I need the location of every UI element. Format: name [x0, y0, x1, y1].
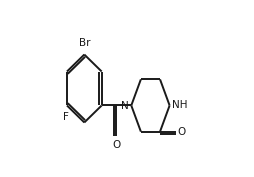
Text: NH: NH: [172, 100, 187, 110]
Text: O: O: [178, 127, 186, 137]
Text: N: N: [121, 101, 129, 111]
Text: Br: Br: [78, 38, 90, 48]
Text: O: O: [112, 140, 121, 150]
Text: F: F: [63, 112, 69, 122]
